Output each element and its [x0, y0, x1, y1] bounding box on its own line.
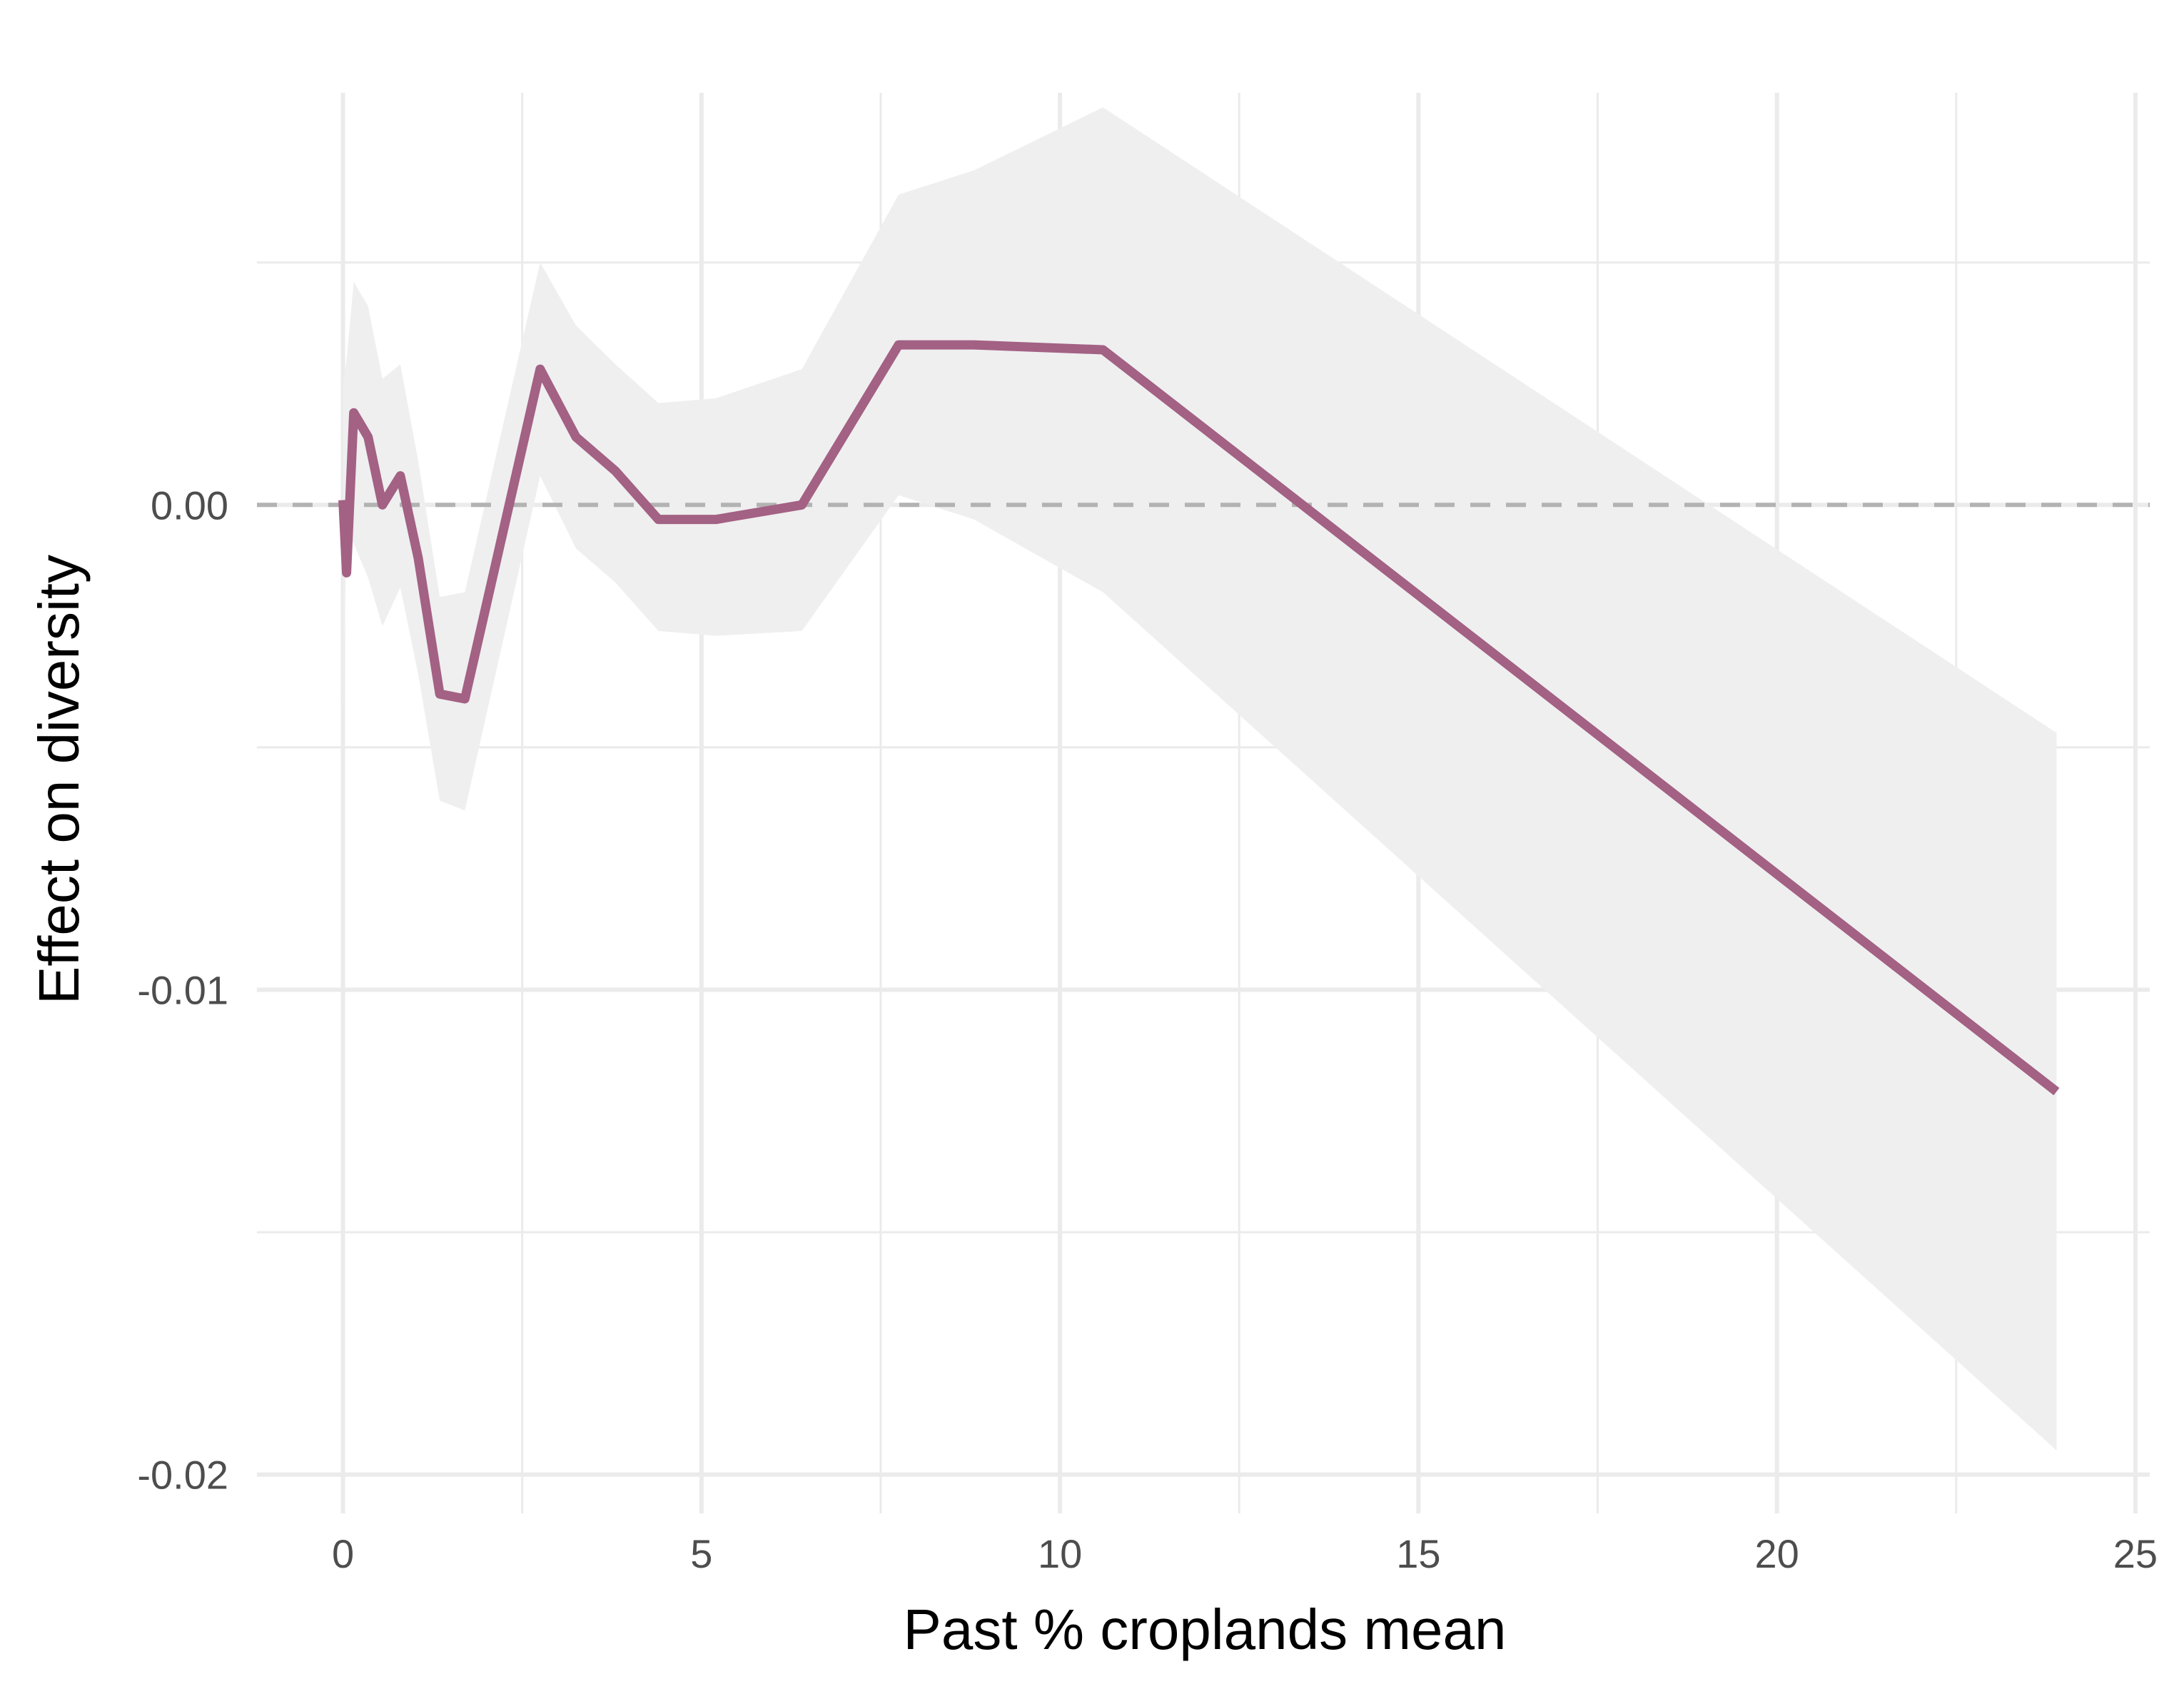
- confidence-band: [343, 107, 2057, 1451]
- x-tick-label: 0: [332, 1531, 354, 1576]
- y-tick-label: 0.00: [151, 483, 228, 528]
- y-tick-label: -0.02: [137, 1453, 228, 1498]
- y-axis-title: Effect on diversity: [27, 555, 91, 1004]
- band-layer: [343, 107, 2057, 1451]
- x-axis-title: Past % croplands mean: [904, 1598, 1507, 1661]
- x-tick-label: 25: [2113, 1531, 2158, 1576]
- tick-label-layer: 0 5 10 15 20 25 -0.02 -0.01 0.00: [137, 483, 2158, 1576]
- line-layer: [338, 340, 2060, 1096]
- x-tick-label: 5: [690, 1531, 712, 1576]
- x-tick-label: 20: [1754, 1531, 1799, 1576]
- y-tick-label: -0.01: [137, 967, 228, 1012]
- series-line: [338, 340, 2060, 1096]
- x-tick-label: 10: [1038, 1531, 1082, 1576]
- x-tick-label: 15: [1396, 1531, 1440, 1576]
